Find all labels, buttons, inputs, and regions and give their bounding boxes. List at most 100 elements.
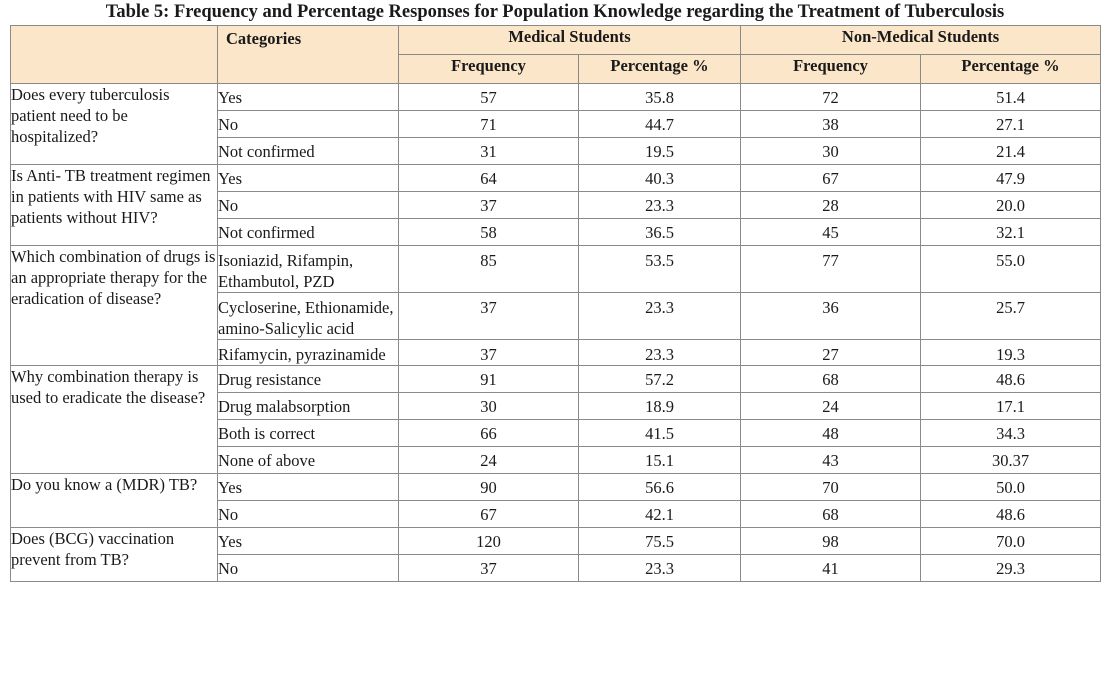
non-medical-frequency-cell: 27 bbox=[740, 339, 922, 366]
category-cell: Drug malabsorption bbox=[217, 392, 399, 420]
non-medical-percentage-cell: 51.4 bbox=[920, 83, 1102, 111]
medical-frequency-cell: 37 bbox=[398, 339, 579, 366]
header-medical-percentage: Percentage % bbox=[577, 54, 742, 84]
non-medical-frequency-cell: 28 bbox=[740, 191, 922, 219]
table-row: Drug malabsorption 30 18.9 24 17.1 bbox=[11, 392, 1102, 420]
header-blank bbox=[10, 25, 218, 84]
non-medical-percentage-cell: 55.0 bbox=[920, 245, 1102, 293]
non-medical-percentage-cell: 50.0 bbox=[920, 473, 1102, 501]
medical-frequency-cell: 66 bbox=[398, 419, 579, 447]
non-medical-percentage-cell: 19.3 bbox=[920, 339, 1102, 366]
question-cell: Which combination of drugs is an appropr… bbox=[10, 245, 218, 366]
medical-frequency-cell: 91 bbox=[398, 365, 579, 393]
category-cell: Rifamycin, pyrazinamide bbox=[217, 339, 399, 366]
header-medical-students: Medical Students bbox=[397, 25, 742, 55]
non-medical-frequency-cell: 68 bbox=[740, 365, 922, 393]
table-row: Why combination therapy is used to eradi… bbox=[10, 365, 1102, 474]
medical-percentage-cell: 35.8 bbox=[577, 83, 742, 111]
category-cell: Not confirmed bbox=[217, 137, 399, 165]
results-table: Categories Medical Students Non-Medical … bbox=[10, 25, 1102, 582]
medical-frequency-cell: 71 bbox=[398, 110, 579, 138]
table-row: No 67 42.1 68 48.6 bbox=[11, 500, 1102, 528]
medical-percentage-cell: 41.5 bbox=[577, 419, 742, 447]
non-medical-percentage-cell: 27.1 bbox=[920, 110, 1102, 138]
medical-frequency-cell: 120 bbox=[398, 527, 579, 555]
table-row: Rifamycin, pyrazinamide 37 23.3 27 19.3 bbox=[11, 339, 1102, 366]
category-cell: Both is correct bbox=[217, 419, 399, 447]
category-cell: Isoniazid, Rifampin, Ethambutol, PZD bbox=[217, 245, 399, 293]
header-non-medical-frequency: Frequency bbox=[740, 54, 922, 84]
non-medical-percentage-cell: 30.37 bbox=[920, 446, 1102, 474]
table-row: Cycloserine, Ethionamide, amino-Salicyli… bbox=[11, 292, 1102, 340]
non-medical-percentage-cell: 32.1 bbox=[920, 218, 1102, 246]
header-medical-frequency: Frequency bbox=[398, 54, 579, 84]
medical-percentage-cell: 15.1 bbox=[577, 446, 742, 474]
non-medical-percentage-cell: 17.1 bbox=[920, 392, 1102, 420]
medical-frequency-cell: 67 bbox=[398, 500, 579, 528]
category-cell: Yes bbox=[217, 527, 399, 555]
medical-frequency-cell: 90 bbox=[398, 473, 579, 501]
question-cell: Why combination therapy is used to eradi… bbox=[10, 365, 218, 474]
non-medical-frequency-cell: 24 bbox=[740, 392, 922, 420]
table-row: Not confirmed 31 19.5 30 21.4 bbox=[11, 137, 1102, 165]
non-medical-frequency-cell: 30 bbox=[740, 137, 922, 165]
question-cell: Do you know a (MDR) TB? bbox=[10, 473, 218, 528]
non-medical-frequency-cell: 98 bbox=[740, 527, 922, 555]
category-cell: No bbox=[217, 110, 399, 138]
header-categories: Categories bbox=[217, 25, 399, 84]
category-cell: Drug resistance bbox=[217, 365, 399, 393]
medical-percentage-cell: 23.3 bbox=[577, 554, 742, 582]
non-medical-percentage-cell: 21.4 bbox=[920, 137, 1102, 165]
table-row: Is Anti- TB treatment regimen in patient… bbox=[10, 164, 1102, 246]
non-medical-percentage-cell: 34.3 bbox=[920, 419, 1102, 447]
medical-frequency-cell: 37 bbox=[398, 554, 579, 582]
table-row: Not confirmed 58 36.5 45 32.1 bbox=[11, 218, 1102, 246]
non-medical-frequency-cell: 36 bbox=[740, 292, 922, 340]
medical-percentage-cell: 56.6 bbox=[577, 473, 742, 501]
category-cell: Yes bbox=[217, 473, 399, 501]
medical-percentage-cell: 53.5 bbox=[577, 245, 742, 293]
category-cell: None of above bbox=[217, 446, 399, 474]
medical-percentage-cell: 23.3 bbox=[577, 191, 742, 219]
medical-percentage-cell: 36.5 bbox=[577, 218, 742, 246]
table-row: Do you know a (MDR) TB? Yes 90 56.6 70 5… bbox=[10, 473, 1102, 528]
medical-frequency-cell: 64 bbox=[398, 164, 579, 192]
table-row: No 37 23.3 41 29.3 bbox=[11, 554, 1102, 582]
non-medical-frequency-cell: 45 bbox=[740, 218, 922, 246]
medical-percentage-cell: 23.3 bbox=[577, 292, 742, 340]
category-cell: Yes bbox=[217, 83, 399, 111]
non-medical-percentage-cell: 48.6 bbox=[920, 500, 1102, 528]
medical-percentage-cell: 18.9 bbox=[577, 392, 742, 420]
medical-percentage-cell: 40.3 bbox=[577, 164, 742, 192]
question-cell: Does every tuberculosis patient need to … bbox=[10, 83, 218, 165]
medical-frequency-cell: 24 bbox=[398, 446, 579, 474]
header-non-medical-students: Non-Medical Students bbox=[740, 25, 1102, 55]
non-medical-frequency-cell: 68 bbox=[740, 500, 922, 528]
non-medical-percentage-cell: 47.9 bbox=[920, 164, 1102, 192]
table-row: Does (BCG) vaccination prevent from TB? … bbox=[10, 527, 1102, 582]
non-medical-frequency-cell: 38 bbox=[740, 110, 922, 138]
medical-percentage-cell: 75.5 bbox=[577, 527, 742, 555]
question-cell: Is Anti- TB treatment regimen in patient… bbox=[10, 164, 218, 246]
medical-frequency-cell: 85 bbox=[398, 245, 579, 293]
non-medical-frequency-cell: 67 bbox=[740, 164, 922, 192]
category-cell: No bbox=[217, 500, 399, 528]
category-cell: Cycloserine, Ethionamide, amino-Salicyli… bbox=[217, 292, 399, 340]
table-row: Does every tuberculosis patient need to … bbox=[10, 83, 1102, 165]
non-medical-percentage-cell: 29.3 bbox=[920, 554, 1102, 582]
table-row: Which combination of drugs is an appropr… bbox=[10, 245, 1102, 366]
medical-percentage-cell: 44.7 bbox=[577, 110, 742, 138]
table-row: No 37 23.3 28 20.0 bbox=[11, 191, 1102, 219]
non-medical-percentage-cell: 25.7 bbox=[920, 292, 1102, 340]
medical-frequency-cell: 37 bbox=[398, 292, 579, 340]
non-medical-frequency-cell: 41 bbox=[740, 554, 922, 582]
medical-frequency-cell: 57 bbox=[398, 83, 579, 111]
medical-percentage-cell: 19.5 bbox=[577, 137, 742, 165]
question-cell: Does (BCG) vaccination prevent from TB? bbox=[10, 527, 218, 582]
medical-frequency-cell: 31 bbox=[398, 137, 579, 165]
non-medical-percentage-cell: 48.6 bbox=[920, 365, 1102, 393]
non-medical-percentage-cell: 70.0 bbox=[920, 527, 1102, 555]
medical-percentage-cell: 42.1 bbox=[577, 500, 742, 528]
medical-frequency-cell: 58 bbox=[398, 218, 579, 246]
table-row: No 71 44.7 38 27.1 bbox=[11, 110, 1102, 138]
